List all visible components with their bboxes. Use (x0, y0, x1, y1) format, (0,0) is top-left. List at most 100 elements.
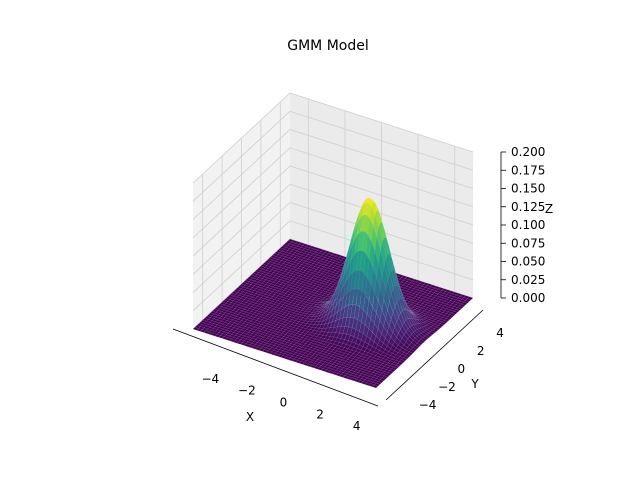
surface-cell (233, 340, 240, 344)
grid-line-z (192, 220, 474, 312)
surface-cell (353, 343, 360, 349)
surface-cell (367, 197, 374, 207)
surface-cell (359, 321, 366, 334)
surface-cell (269, 351, 276, 356)
surface-cell (304, 318, 311, 322)
surface-cell (326, 309, 333, 320)
surface-cell (337, 296, 344, 313)
chart-title: GMM Model (287, 38, 369, 54)
surface-cell (310, 307, 317, 311)
tick-labels: −4−2024−4−20240.0000.0250.0500.0750.1000… (201, 145, 545, 433)
surface-cell (311, 324, 318, 329)
surface-cell (357, 344, 364, 351)
surface-cell (318, 292, 325, 296)
surface-cell (333, 341, 340, 346)
surface-cell (231, 300, 238, 304)
surface-cell (393, 354, 400, 359)
surface-cell (366, 328, 373, 340)
surface-cell (366, 344, 373, 351)
surface-cell (336, 275, 342, 294)
surface-cell (329, 332, 336, 338)
y-tick-label: 4 (496, 326, 504, 340)
surface-cell (353, 378, 360, 383)
surface-cell (430, 325, 437, 329)
y-tick-label: −4 (419, 398, 437, 412)
surface-cell (418, 313, 425, 317)
surface-cell (306, 316, 313, 320)
surface-cell (379, 347, 386, 353)
surface-cell (314, 300, 321, 303)
surface-cell (415, 289, 422, 293)
z-tick-label: 0.200 (511, 145, 545, 159)
surface-cell (316, 294, 323, 298)
surface-cell (250, 314, 258, 318)
surface-cell (231, 322, 239, 326)
surface-cell (243, 343, 251, 347)
surface-cell (333, 318, 340, 328)
surface-cell (252, 317, 259, 321)
surface-cell (332, 285, 339, 301)
surface-cell (345, 260, 352, 284)
surface-cell (351, 336, 358, 344)
y-tick-label: 0 (458, 362, 466, 376)
surface-cell (249, 301, 256, 306)
surface-cell (192, 327, 199, 331)
surface-cell (234, 316, 241, 320)
surface-cell (399, 354, 406, 358)
surface-cell (421, 318, 428, 323)
surface-cell (245, 341, 253, 346)
surface-cell (405, 339, 412, 346)
surface-cell (328, 327, 334, 333)
surface-cell (236, 295, 244, 299)
surface-cell (325, 258, 333, 262)
x-tick-label: −2 (238, 384, 256, 398)
surface-cell (295, 304, 303, 308)
surface-cell (222, 336, 229, 340)
surface-cell (266, 268, 273, 272)
surface-cell (308, 314, 315, 317)
surface-cell (237, 331, 244, 335)
surface-cell (293, 310, 300, 315)
surface-cell (281, 253, 288, 258)
surface-cell (226, 328, 233, 332)
surface-cell (383, 257, 390, 281)
y-tick-label: −2 (438, 380, 456, 394)
surface-cell (372, 214, 379, 237)
surface-cell (221, 309, 228, 313)
surface-cell (321, 301, 329, 304)
surface-cell (324, 369, 331, 373)
surface-cell (256, 345, 264, 349)
surface-cell (372, 384, 379, 389)
surface-cell (424, 324, 432, 329)
x-tick-label: −4 (201, 372, 219, 386)
surface-cell (297, 307, 304, 311)
surface-cell (293, 306, 301, 310)
surface-cell (346, 326, 353, 336)
surface-cell (297, 312, 304, 316)
surface-cell (285, 296, 292, 300)
surface-cell (454, 299, 461, 303)
surface-cell (364, 348, 371, 353)
surface-cell (359, 339, 365, 347)
surface-cell (291, 244, 298, 249)
x-axis-line (172, 328, 379, 407)
surface-cell (342, 375, 349, 379)
surface-cell (300, 317, 307, 321)
surface-cell (391, 288, 398, 307)
surface-cell (303, 292, 311, 296)
z-tick-label: 0.150 (511, 182, 545, 196)
surface-cell (355, 288, 362, 307)
surface-cell (294, 287, 301, 291)
surface-cell (242, 326, 250, 330)
surface-cell (319, 309, 326, 316)
surface-cell (295, 313, 302, 318)
surface-cell (260, 341, 267, 345)
surface-cell (262, 349, 269, 353)
surface-cell (289, 246, 296, 250)
surface-cell (335, 373, 342, 377)
surface-cell (239, 310, 247, 315)
surface-cell (383, 289, 390, 311)
surface-cell (261, 295, 268, 299)
surface-cell (331, 326, 338, 333)
